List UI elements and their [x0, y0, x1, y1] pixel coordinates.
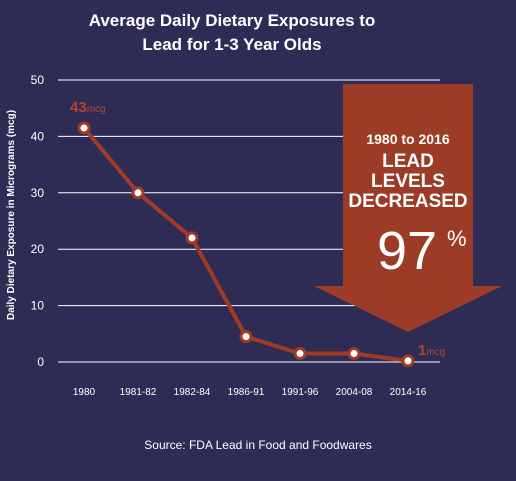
x-tick-labels: 1980 1981-82 1982-84 1986-91 1991-96 2004-08 2… — [73, 387, 427, 398]
data-point-1982-84 — [185, 231, 199, 245]
series-lead-exposure: 43mcg 1mcg — [70, 99, 445, 368]
x-tick-1986-91: 1986-91 — [228, 387, 265, 398]
gridlines — [58, 79, 440, 363]
data-point-1981-82 — [131, 186, 145, 200]
callout-levels: LEVELS — [371, 171, 445, 192]
callout-lead: LEAD — [382, 151, 434, 172]
x-tick-1982-84: 1982-84 — [174, 387, 211, 398]
x-tick-1980: 1980 — [73, 387, 96, 398]
data-point-1991-96 — [293, 347, 307, 361]
y-tick-20: 20 — [31, 242, 45, 256]
data-point-1986-91 — [239, 330, 253, 344]
y-tick-50: 50 — [31, 73, 45, 87]
chart-title-line-2: Lead for 1-3 Year Olds — [142, 35, 321, 54]
x-tick-1991-96: 1991-96 — [282, 387, 319, 398]
data-point-2014-16 — [401, 354, 415, 368]
x-tick-2014-16: 2014-16 — [390, 387, 427, 398]
y-axis-label: Daily Dietary Exposure in Micrograms (mc… — [6, 110, 17, 320]
data-point-1980 — [77, 121, 91, 135]
data-point-2004-08 — [347, 347, 361, 361]
callout-percent-sign: % — [447, 226, 467, 251]
callout-percent-value: 97 — [377, 221, 437, 281]
y-tick-labels: 0 10 20 30 40 50 — [31, 73, 45, 369]
y-tick-10: 10 — [31, 299, 45, 313]
y-tick-0: 0 — [37, 355, 44, 369]
data-label-first: 43mcg — [70, 99, 106, 116]
callout-years: 1980 to 2016 — [366, 131, 449, 147]
chart-title-line-1: Average Daily Dietary Exposures to — [89, 11, 376, 30]
decrease-arrow — [314, 84, 502, 332]
source-note: Source: FDA Lead in Food and Foodwares — [144, 438, 371, 452]
x-tick-2004-08: 2004-08 — [336, 387, 373, 398]
data-label-last: 1mcg — [418, 342, 445, 359]
x-tick-1981-82: 1981-82 — [120, 387, 157, 398]
callout-decreased: DECREASED — [348, 191, 467, 212]
y-tick-30: 30 — [31, 186, 45, 200]
y-tick-40: 40 — [31, 129, 45, 143]
